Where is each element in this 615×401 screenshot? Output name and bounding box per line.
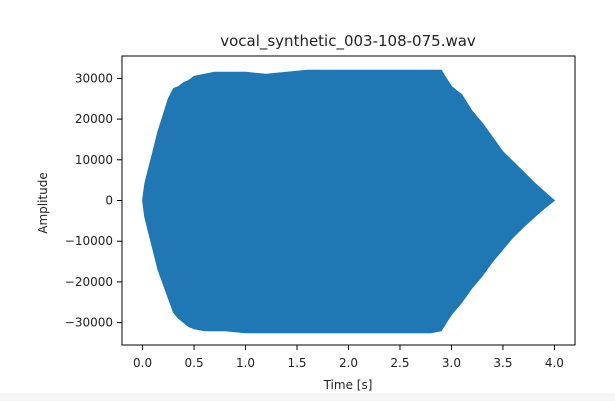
x-tick-label: 2.5: [390, 356, 409, 370]
x-tick-label: 1.0: [236, 356, 255, 370]
bottom-strip: [0, 393, 615, 401]
y-tick-label: −20000: [65, 275, 113, 289]
y-tick-label: 30000: [75, 71, 113, 85]
y-axis-ticks: −30000 −20000 −10000 0 10000 20000 30000: [65, 71, 122, 330]
y-tick-label: 0: [105, 194, 113, 208]
x-tick-label: 3.5: [493, 356, 512, 370]
x-tick-label: 3.0: [442, 356, 461, 370]
plot-area: [121, 55, 576, 346]
x-tick-label: 4.0: [545, 356, 564, 370]
x-axis-ticks: 0.0 0.5 1.0 1.5 2.0 2.5 3.0 3.5 4.0: [133, 345, 564, 370]
y-tick-label: 10000: [75, 153, 113, 167]
x-tick-label: 0.0: [133, 356, 152, 370]
waveform-series: [142, 69, 555, 334]
x-tick-label: 0.5: [185, 356, 204, 370]
y-tick-label: −30000: [65, 316, 113, 330]
x-tick-label: 1.5: [287, 356, 306, 370]
y-tick-label: −10000: [65, 234, 113, 248]
y-tick-label: 20000: [75, 112, 113, 126]
x-tick-label: 2.0: [339, 356, 358, 370]
y-axis-label: Amplitude: [36, 172, 50, 234]
x-axis-label: Time [s]: [323, 378, 373, 392]
chart-title: vocal_synthetic_003-108-075.wav: [220, 32, 476, 51]
